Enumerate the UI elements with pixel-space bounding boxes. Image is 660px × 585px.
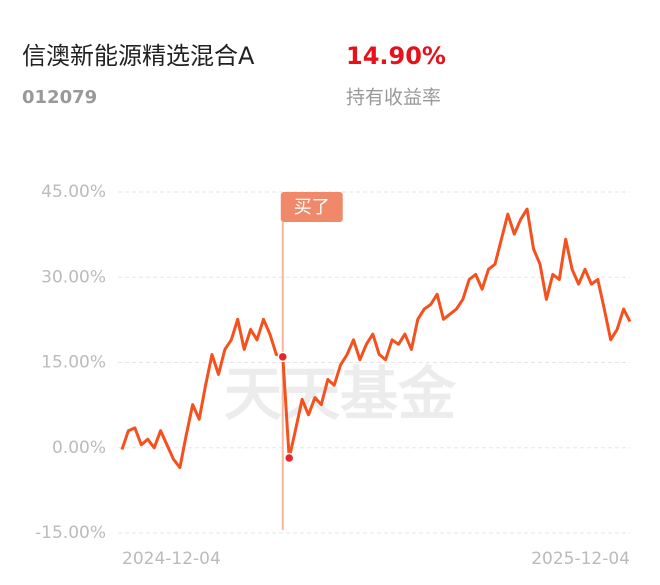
y-tick-label: 30.00%	[41, 267, 106, 287]
series-line	[120, 207, 632, 470]
trade-dot	[277, 351, 289, 363]
buy-marker-box	[280, 192, 343, 222]
watermark: 天天基金	[224, 360, 457, 428]
fund-code: 012079	[22, 87, 97, 108]
trade-dot	[283, 452, 295, 464]
y-tick-label: 45.00%	[41, 182, 106, 202]
fund-title: 信澳新能源精选混合A	[22, 42, 255, 70]
y-tick-label: 15.00%	[41, 353, 106, 373]
fund-return: 14.90%	[346, 42, 446, 70]
y-tick-label: -15.00%	[35, 523, 106, 543]
return-label: 持有收益率	[346, 87, 441, 109]
x-tick-label: 2025-12-04	[531, 549, 630, 569]
x-tick-label: 2024-12-04	[122, 549, 221, 569]
y-tick-label: 0.00%	[52, 438, 106, 458]
buy-marker-label: 买了	[294, 197, 330, 218]
